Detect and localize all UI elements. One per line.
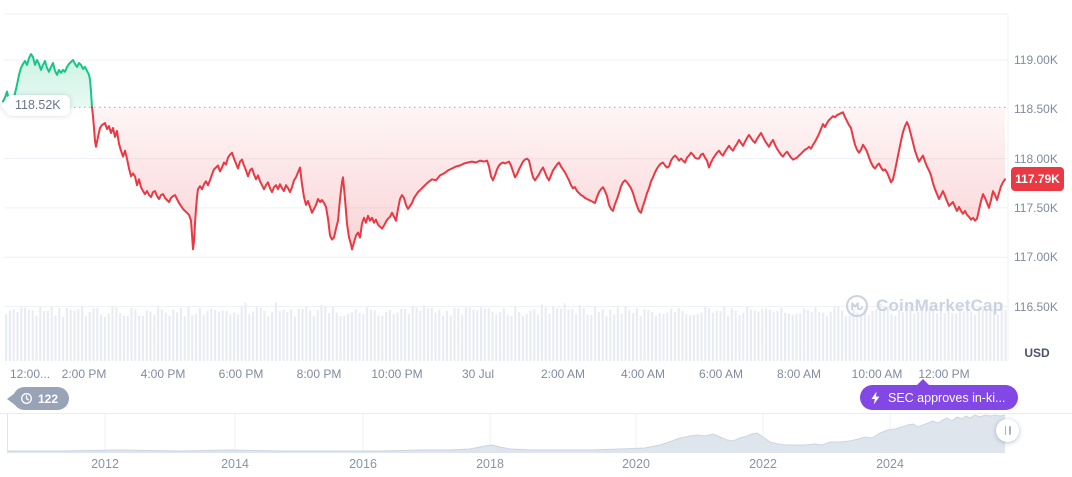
currency-unit-label: USD (1024, 346, 1050, 360)
handle-grip-bar (1004, 426, 1006, 435)
y-axis-label: 118.00K (1014, 151, 1058, 166)
history-clock-icon (21, 393, 32, 404)
timeline-year-label: 2018 (476, 457, 504, 471)
timeline-range-selector[interactable] (0, 413, 1072, 456)
y-axis-label: 117.00K (1014, 250, 1058, 265)
events-count: 122 (38, 391, 59, 406)
coinmarketcap-watermark: CoinMarketCap (845, 294, 1003, 318)
x-axis-label: 6:00 AM (698, 367, 744, 381)
news-event-text: SEC approves in-ki... (888, 390, 1006, 405)
x-axis-label: 4:00 AM (620, 367, 666, 381)
x-axis-label: 2:00 AM (540, 367, 586, 381)
timeline-year-label: 2020 (622, 457, 650, 471)
timeline-area (8, 415, 1005, 453)
x-axis-label: 6:00 PM (218, 367, 264, 381)
current-price-badge: 117.79K (1011, 167, 1064, 191)
timeline-year-label: 2022 (749, 457, 777, 471)
y-axis-label: 118.50K (1014, 102, 1058, 117)
y-axis-label: 116.50K (1014, 299, 1058, 314)
x-axis-label: 30 Jul (461, 367, 495, 381)
x-axis-label: 8:00 AM (776, 367, 822, 381)
x-axis-label: 2:00 PM (61, 367, 107, 381)
x-axis-label: 8:00 PM (296, 367, 342, 381)
volume-bars (5, 302, 1007, 361)
news-event-badge[interactable]: SEC approves in-ki... (860, 379, 1019, 410)
lightning-bolt-icon (871, 391, 880, 404)
events-count-badge[interactable]: 122 (6, 387, 70, 410)
price-line-up (2, 53, 93, 109)
handle-grip-bar (1009, 426, 1011, 435)
range-slider-handle[interactable] (996, 419, 1019, 442)
price-line-down (91, 106, 1006, 251)
y-axis-label: 117.50K (1014, 200, 1058, 215)
x-axis-label: 4:00 PM (140, 367, 186, 381)
timeline-year-label: 2016 (349, 457, 377, 471)
timeline-year-label: 2024 (876, 457, 904, 471)
coinmarketcap-logo-icon (845, 294, 869, 318)
watermark-text: CoinMarketCap (876, 296, 1004, 315)
price-chart-canvas[interactable] (0, 0, 1072, 362)
timeline-year-label: 2014 (221, 457, 249, 471)
area-above-baseline (3, 54, 92, 108)
y-axis-label: 119.00K (1014, 53, 1058, 67)
timeline-area-outline (8, 414, 1006, 452)
x-axis-label: 10:00 AM (851, 367, 903, 381)
x-axis-label: 12:00... (10, 367, 51, 381)
x-axis-label: 12:00 PM (918, 367, 970, 381)
timeline-year-label: 2012 (91, 457, 119, 471)
x-axis-label: 10:00 PM (371, 367, 423, 381)
baseline-price-label: 118.52K (6, 95, 70, 116)
